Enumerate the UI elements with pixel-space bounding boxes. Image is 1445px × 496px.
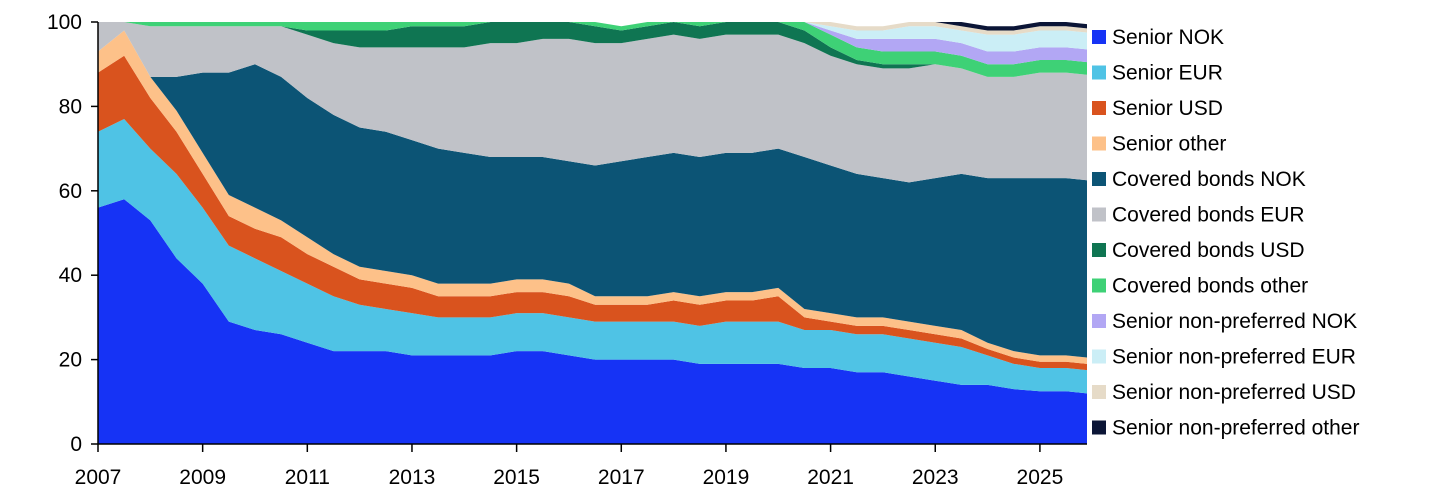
area-senior-other [98, 30, 1087, 364]
x-tick-label: 2009 [179, 466, 226, 489]
legend-item-senior-eur: Senior EUR [1092, 62, 1223, 85]
legend: Senior NOK Senior EUR Senior USD Senior oth… [1092, 26, 1359, 440]
legend-swatch [1092, 420, 1106, 435]
legend-label: Covered bonds other [1112, 275, 1308, 298]
legend-label: Senior non-preferred NOK [1112, 310, 1357, 333]
area-senior-usd [98, 55, 1087, 371]
legend-swatch [1092, 207, 1106, 222]
legend-label: Senior other [1112, 133, 1226, 156]
legend-label: Senior non-preferred USD [1112, 381, 1356, 404]
y-tick-label: 20 [59, 349, 82, 372]
x-tick-label: 2021 [807, 466, 854, 489]
y-tick-label: 100 [47, 11, 82, 34]
legend-label: Senior USD [1112, 97, 1223, 120]
legend-swatch [1092, 243, 1106, 257]
legend-swatch [1092, 349, 1106, 364]
x-tick-label: 2011 [285, 466, 330, 489]
area-series-layer [98, 22, 1087, 444]
y-tick-label: 40 [59, 264, 82, 287]
legend-swatch [1092, 101, 1106, 115]
area-senior-non-preferred-nok [98, 22, 1087, 65]
x-tick-label: 2013 [389, 466, 436, 489]
area-senior-eur [98, 119, 1087, 394]
legend-label: Senior NOK [1112, 26, 1224, 49]
x-tick-label: 2023 [912, 466, 959, 489]
area-covered-bonds-eur [98, 22, 1087, 183]
legend-swatch [1092, 314, 1106, 328]
legend-item-senior-non-preferred-other: Senior non-preferred other [1092, 417, 1359, 440]
legend-swatch [1092, 278, 1106, 293]
legend-swatch [1092, 30, 1106, 44]
area-covered-bonds-usd [98, 22, 1087, 77]
legend-label: Senior non-preferred other [1112, 417, 1359, 440]
legend-label: Covered bonds EUR [1112, 204, 1305, 227]
axes-layer: 0 20 40 60 80 100 2007 2009 2011 2013 2015 2017 2019… [47, 11, 1087, 489]
x-tick-label: 2017 [598, 466, 645, 489]
area-covered-bonds-nok [98, 30, 1087, 358]
x-tick-label: 2019 [703, 466, 750, 489]
y-tick-label: 80 [59, 95, 82, 118]
area-senior-non-preferred-usd [98, 22, 1087, 35]
x-tick-label: 2015 [493, 466, 540, 489]
legend-item-senior-other: Senior other [1092, 133, 1226, 156]
x-tick-label: 2007 [75, 466, 122, 489]
legend-swatch [1092, 65, 1106, 80]
y-tick-label: 60 [59, 180, 82, 203]
legend-item-senior-non-preferred-nok: Senior non-preferred NOK [1092, 310, 1357, 333]
legend-item-covered-bonds-other: Covered bonds other [1092, 275, 1308, 298]
legend-swatch [1092, 136, 1106, 151]
legend-label: Senior EUR [1112, 62, 1223, 85]
area-senior-nok [98, 199, 1087, 444]
legend-item-senior-non-preferred-usd: Senior non-preferred USD [1092, 381, 1356, 404]
area-covered-bonds-other [98, 22, 1087, 77]
legend-swatch [1092, 385, 1106, 399]
legend-swatch [1092, 172, 1106, 186]
area-senior-non-preferred-other [98, 22, 1087, 31]
legend-item-covered-bonds-eur: Covered bonds EUR [1092, 204, 1305, 227]
x-tick-label: 2025 [1017, 466, 1064, 489]
legend-item-senior-nok: Senior NOK [1092, 26, 1224, 49]
legend-item-senior-usd: Senior USD [1092, 97, 1223, 120]
legend-label: Covered bonds USD [1112, 239, 1305, 262]
area-senior-non-preferred-eur [98, 22, 1087, 52]
legend-item-covered-bonds-usd: Covered bonds USD [1092, 239, 1305, 262]
legend-item-senior-non-preferred-eur: Senior non-preferred EUR [1092, 346, 1356, 369]
y-tick-label: 0 [70, 433, 82, 456]
legend-item-covered-bonds-nok: Covered bonds NOK [1092, 168, 1306, 191]
legend-label: Senior non-preferred EUR [1112, 346, 1356, 369]
legend-label: Covered bonds NOK [1112, 168, 1306, 191]
